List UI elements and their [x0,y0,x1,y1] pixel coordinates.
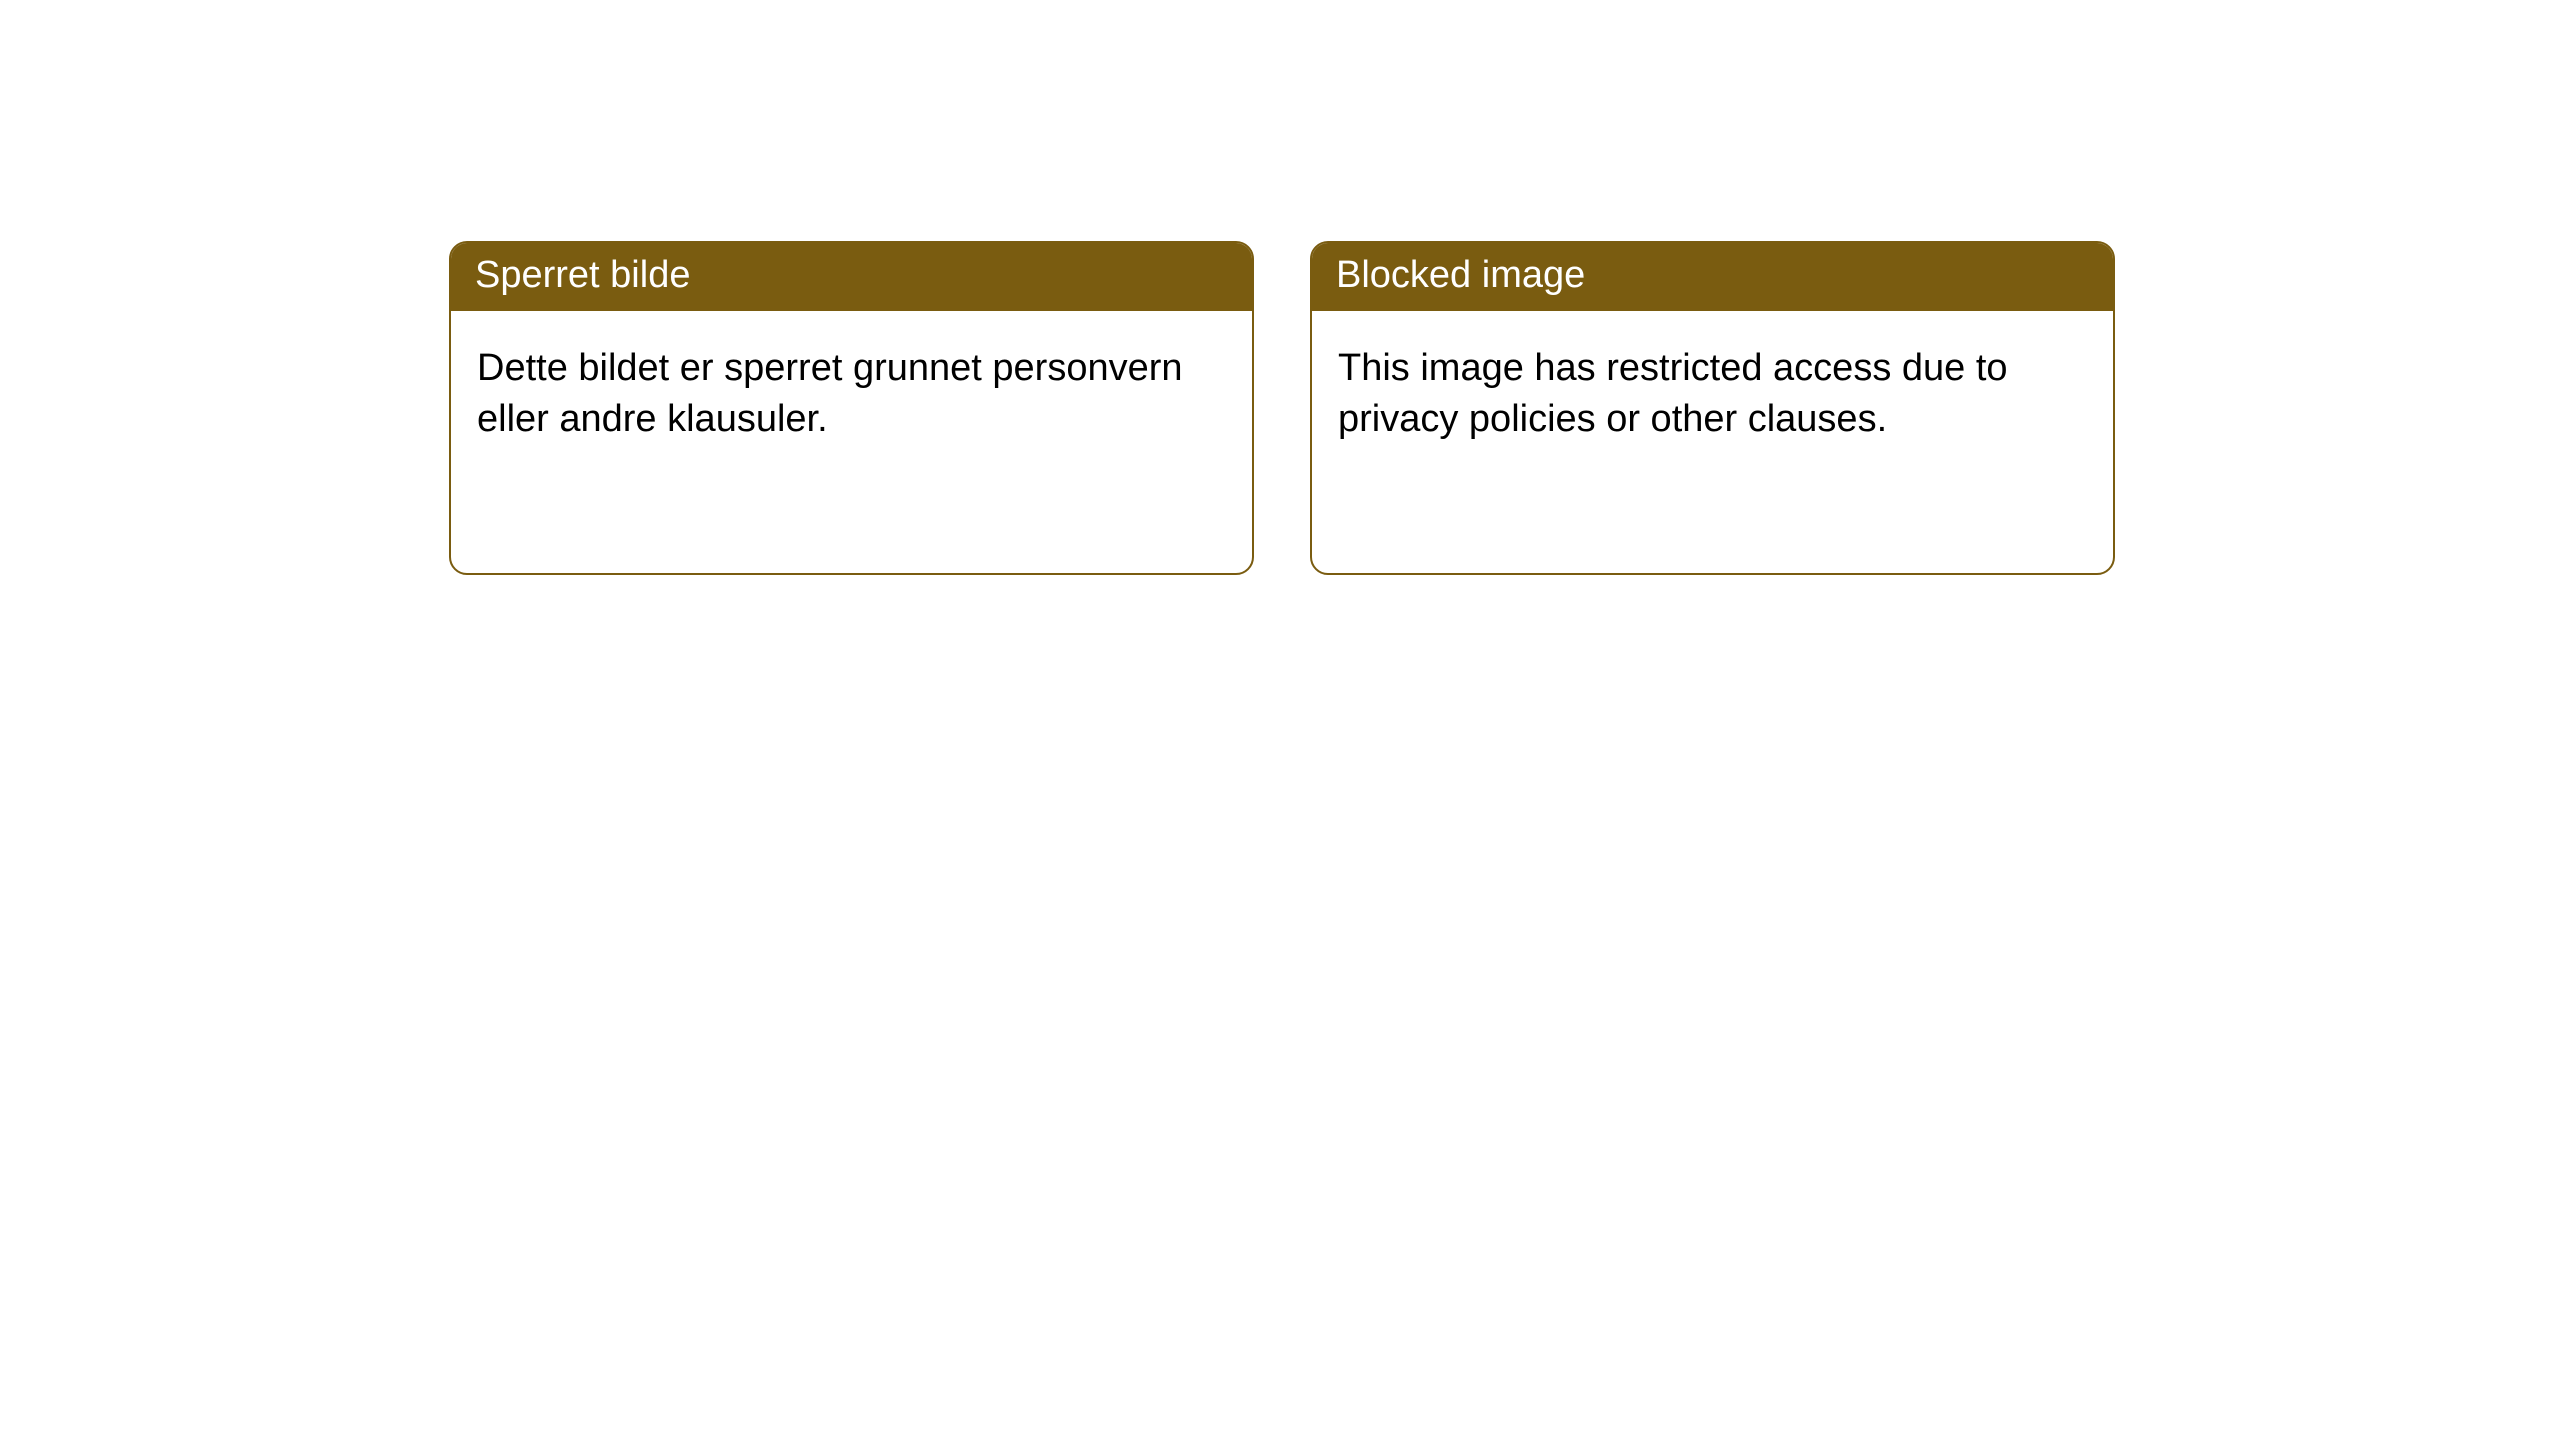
card-header-english: Blocked image [1312,243,2113,311]
card-text-english: This image has restricted access due to … [1338,347,2008,440]
card-body-english: This image has restricted access due to … [1312,311,2113,478]
card-text-norwegian: Dette bildet er sperret grunnet personve… [477,347,1183,440]
notice-cards-container: Sperret bilde Dette bildet er sperret gr… [449,241,2115,575]
notice-card-norwegian: Sperret bilde Dette bildet er sperret gr… [449,241,1254,575]
card-header-norwegian: Sperret bilde [451,243,1252,311]
card-title-norwegian: Sperret bilde [475,254,690,296]
notice-card-english: Blocked image This image has restricted … [1310,241,2115,575]
card-body-norwegian: Dette bildet er sperret grunnet personve… [451,311,1252,478]
card-title-english: Blocked image [1336,254,1585,296]
